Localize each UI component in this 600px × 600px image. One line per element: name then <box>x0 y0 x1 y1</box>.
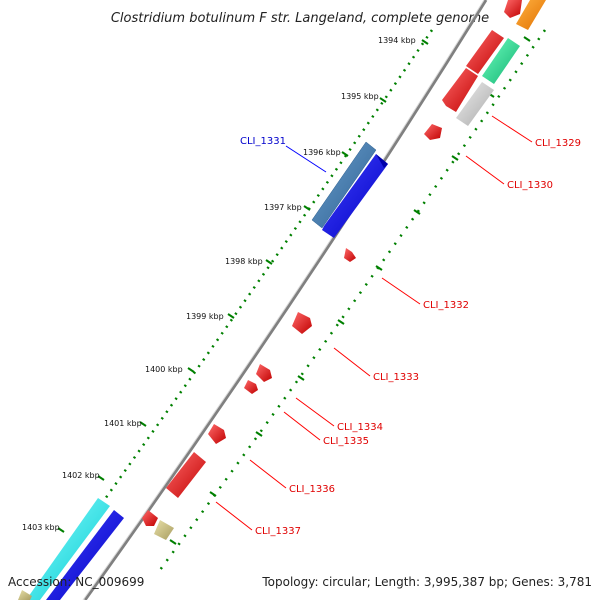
map-title: Clostridium botulinum F str. Langeland, … <box>111 11 489 26</box>
gene-label-cli-1336[interactable]: CLI_1336 <box>289 484 335 495</box>
feature-cli-1336-small[interactable] <box>208 424 226 444</box>
feature-cyan[interactable] <box>26 498 110 600</box>
gene-label-cli-1335[interactable]: CLI_1335 <box>323 436 369 447</box>
tick-label: 1398 kbp <box>225 257 263 266</box>
tick: 1399 kbp <box>186 312 235 321</box>
tick: 1398 kbp <box>225 257 273 266</box>
feature-steel[interactable] <box>311 141 377 229</box>
tick: 1401 kbp <box>104 419 147 428</box>
feature-orange[interactable] <box>516 0 546 30</box>
genome-backbone-highlight <box>82 0 485 600</box>
feature-cli-1334[interactable] <box>256 364 272 382</box>
genome-summary: Topology: circular; Length: 3,995,387 bp… <box>261 575 592 589</box>
ruler-ticks: 1394 kbp 1395 kbp 1396 kbp 1397 kbp 1398… <box>22 36 429 533</box>
feature-green[interactable] <box>482 38 520 84</box>
feature-cli-1329[interactable] <box>442 68 478 112</box>
feature-cli-1330-gray[interactable] <box>456 82 494 126</box>
tick-label: 1396 kbp <box>303 148 341 157</box>
accession-label: Accession: NC_009699 <box>8 575 144 589</box>
gene-label-cli-1330[interactable]: CLI_1330 <box>507 180 553 191</box>
tick-label: 1397 kbp <box>264 203 302 212</box>
tick-label: 1394 kbp <box>378 36 416 45</box>
tick-label: 1403 kbp <box>22 523 60 532</box>
feature-cli-1330-small[interactable] <box>424 124 442 140</box>
gene-label-cli-1333[interactable]: CLI_1333 <box>373 372 419 383</box>
leader-lines <box>215 115 533 531</box>
feature-cli-1331-blue[interactable] <box>322 154 388 238</box>
gene-label-cli-1329[interactable]: CLI_1329 <box>535 138 581 149</box>
feature-cli-1335[interactable] <box>244 380 258 394</box>
gene-label-cli-1331[interactable]: CLI_1331 <box>240 136 286 147</box>
tick: 1396 kbp <box>303 148 349 157</box>
inner-ticks <box>169 36 531 545</box>
feature-blue-lower[interactable] <box>46 510 124 600</box>
feature-cli-1336[interactable] <box>166 452 206 498</box>
feature-khaki-small[interactable] <box>18 590 32 600</box>
tick-label: 1400 kbp <box>145 365 183 374</box>
feature-cli-1337[interactable] <box>142 510 158 526</box>
feature-red-top-2[interactable] <box>466 30 504 74</box>
ruler-track-outer <box>38 29 434 591</box>
tick-label: 1395 kbp <box>341 92 379 101</box>
feature-red-top-1[interactable] <box>504 0 522 18</box>
feature-khaki[interactable] <box>154 520 174 540</box>
tick: 1394 kbp <box>378 36 429 45</box>
gene-label-cli-1337[interactable]: CLI_1337 <box>255 526 301 537</box>
tick: 1400 kbp <box>145 365 195 374</box>
tick-label: 1402 kbp <box>62 471 100 480</box>
gene-label-cli-1332[interactable]: CLI_1332 <box>423 300 469 311</box>
tick: 1395 kbp <box>341 92 387 103</box>
tick: 1403 kbp <box>22 523 65 533</box>
tick-label: 1401 kbp <box>104 419 142 428</box>
tick: 1397 kbp <box>264 203 311 212</box>
tick-label: 1399 kbp <box>186 312 224 321</box>
feature-cli-1333[interactable] <box>292 312 312 334</box>
ruler-track-inner <box>158 29 547 571</box>
feature-cli-1332[interactable] <box>344 248 356 262</box>
gene-label-cli-1334[interactable]: CLI_1334 <box>337 422 383 433</box>
tick: 1402 kbp <box>62 471 105 481</box>
